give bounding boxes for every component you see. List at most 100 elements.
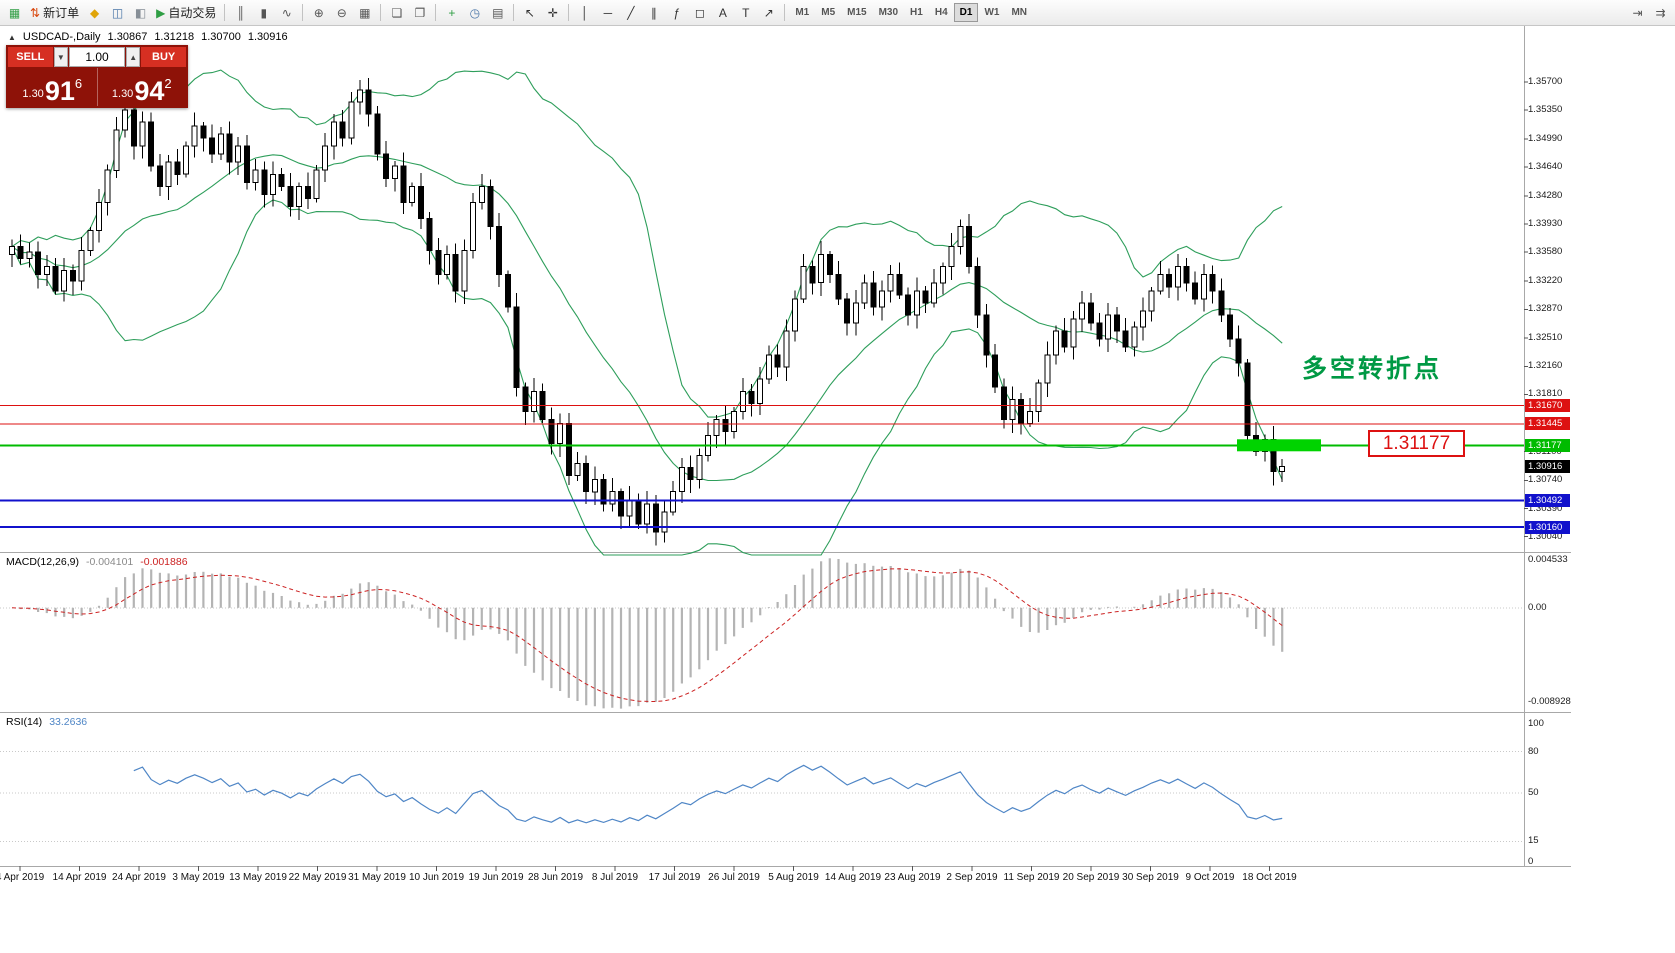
toolbar-separator	[224, 4, 226, 21]
equidistant-channel-icon: ∥	[650, 5, 657, 20]
ohlc-high: 1.31218	[154, 31, 195, 43]
tile-windows-button[interactable]: ❏	[386, 2, 407, 23]
bollinger-upper-line	[11, 69, 1283, 418]
horizontal-line-icon: ─	[603, 5, 613, 20]
new-order-icon: ⇅	[30, 5, 41, 20]
sell-price-big: 91	[44, 76, 75, 107]
rsi-line	[133, 764, 1283, 824]
sell-price-prefix: 1.30	[22, 88, 44, 100]
chart-symbol-title: USDCAD-,Daily	[22, 31, 101, 43]
toolbar-separator	[302, 4, 304, 21]
periods-button[interactable]: ◷	[464, 2, 485, 23]
horizontal-line-button[interactable]: ─	[597, 2, 618, 23]
main-toolbar: ▦ ⇅ 新订单 ◆ ◫ ◧ ▶ 自动交易 ║ ▮ ∿ ⊕ ⊖ ▦ ❏ ❐ + ◷ ▤ ↖ ✛ │ ─ ╱ ∥ ƒ ◻ A T ↗ M1 M5 M…	[0, 0, 1675, 26]
cursor-icon: ↖	[524, 5, 535, 20]
text-label-icon: T	[742, 5, 750, 20]
sell-price-sup: 6	[74, 76, 83, 91]
arrange-grid-button[interactable]: ▦	[354, 2, 375, 23]
chart-shift-button[interactable]: ⇥	[1627, 2, 1648, 23]
cursor-button[interactable]: ↖	[519, 2, 540, 23]
autotrading-button[interactable]: ▶ 自动交易	[153, 2, 219, 23]
profiles-button[interactable]: ◆	[84, 2, 105, 23]
candlestick-chart-icon: ▮	[260, 5, 268, 20]
tile-windows-icon: ❏	[391, 5, 403, 20]
buy-price-button[interactable]: 1.30 94 2	[98, 68, 187, 106]
collapse-icon[interactable]: ▲	[8, 32, 16, 42]
trendline-button[interactable]: ╱	[620, 2, 641, 23]
zoom-in-button[interactable]: ⊕	[308, 2, 329, 23]
crosshair-button[interactable]: ✛	[542, 2, 563, 23]
chart-shift-icon: ⇥	[1632, 5, 1643, 20]
timeframe-button-h4[interactable]: H4	[934, 7, 948, 18]
line-chart-icon: ∿	[281, 5, 292, 20]
bar-chart-icon: ║	[236, 5, 246, 20]
volume-dropdown-button[interactable]: ▼	[53, 47, 68, 67]
timeframe-button-m30[interactable]: M30	[878, 7, 899, 18]
macd-signal-value: -0.001886	[140, 556, 188, 568]
horizontal-levels[interactable]	[0, 405, 1524, 529]
text-button[interactable]: A	[712, 2, 733, 23]
arrow-objects-button[interactable]: ↗	[758, 2, 779, 23]
bar-chart-button[interactable]: ║	[230, 2, 251, 23]
cascade-windows-icon: ❐	[414, 5, 426, 20]
sell-button[interactable]: SELL	[8, 47, 53, 67]
volume-input[interactable]	[69, 47, 125, 67]
timeframe-button-mn[interactable]: MN	[1011, 7, 1027, 18]
fibonacci-button[interactable]: ƒ	[666, 2, 687, 23]
macd-pane-header: MACD(12,26,9) -0.004101 -0.001886	[6, 556, 188, 568]
navigator-button[interactable]: ◧	[130, 2, 151, 23]
market-watch-button[interactable]: ◫	[107, 2, 128, 23]
zoom-out-button[interactable]: ⊖	[331, 2, 352, 23]
candlestick-chart-button[interactable]: ▮	[253, 2, 274, 23]
text-label-button[interactable]: T	[735, 2, 756, 23]
templates-button[interactable]: ▤	[487, 2, 508, 23]
buy-price-prefix: 1.30	[111, 88, 134, 100]
new-order-button[interactable]: ⇅ 新订单	[27, 2, 82, 23]
macd-label: MACD(12,26,9)	[6, 556, 79, 568]
vertical-line-button[interactable]: │	[574, 2, 595, 23]
timeframe-button-m15[interactable]: M15	[847, 7, 867, 18]
terminal-button[interactable]: ▦	[4, 2, 25, 23]
timeframe-button-d1[interactable]: D1	[953, 3, 979, 22]
market-watch-icon: ◫	[111, 5, 124, 20]
shapes-button[interactable]: ◻	[689, 2, 710, 23]
rsi-pane-header: RSI(14) 33.2636	[6, 716, 87, 728]
arrange-grid-icon: ▦	[359, 5, 371, 20]
auto-scroll-button[interactable]: ⇉	[1650, 2, 1671, 23]
zoom-out-icon: ⊖	[336, 5, 347, 20]
toolbar-separator	[784, 4, 786, 21]
cascade-windows-button[interactable]: ❐	[409, 2, 430, 23]
periods-icon: ◷	[469, 5, 481, 20]
navigator-icon: ◧	[134, 5, 147, 20]
indicators-add-button[interactable]: +	[441, 2, 462, 23]
sell-price-button[interactable]: 1.30 91 6	[8, 68, 98, 106]
price-level-label[interactable]: 1.31177	[1368, 430, 1465, 457]
rsi-value: 33.2636	[49, 716, 88, 728]
green-highlight-bar[interactable]	[1237, 439, 1321, 452]
volume-spin-up-button[interactable]: ▲	[126, 47, 141, 67]
timeframe-button-m5[interactable]: M5	[821, 7, 836, 18]
profiles-icon: ◆	[89, 5, 100, 20]
line-chart-button[interactable]: ∿	[276, 2, 297, 23]
fibonacci-icon: ƒ	[673, 5, 681, 20]
autotrading-icon: ▶	[156, 5, 166, 20]
turning-point-annotation[interactable]: 多空转折点	[1302, 355, 1443, 383]
candlesticks	[9, 77, 1286, 546]
equidistant-channel-button[interactable]: ∥	[643, 2, 664, 23]
macd-histogram	[19, 558, 1284, 709]
indicators-add-icon: +	[448, 5, 456, 20]
buy-button[interactable]: BUY	[141, 47, 186, 67]
timeframe-button-m1[interactable]: M1	[795, 7, 810, 18]
auto-scroll-icon: ⇉	[1655, 5, 1666, 20]
new-order-label: 新订单	[43, 6, 80, 20]
shapes-icon: ◻	[694, 5, 705, 20]
buy-price-big: 94	[134, 76, 165, 107]
toolbar-separator	[568, 4, 570, 21]
timeframe-button-w1[interactable]: W1	[984, 7, 1000, 18]
toolbar-separator	[435, 4, 437, 21]
ohlc-open: 1.30867	[107, 31, 148, 43]
timeframe-button-h1[interactable]: H1	[910, 7, 923, 18]
macd-signal-line	[11, 568, 1283, 703]
